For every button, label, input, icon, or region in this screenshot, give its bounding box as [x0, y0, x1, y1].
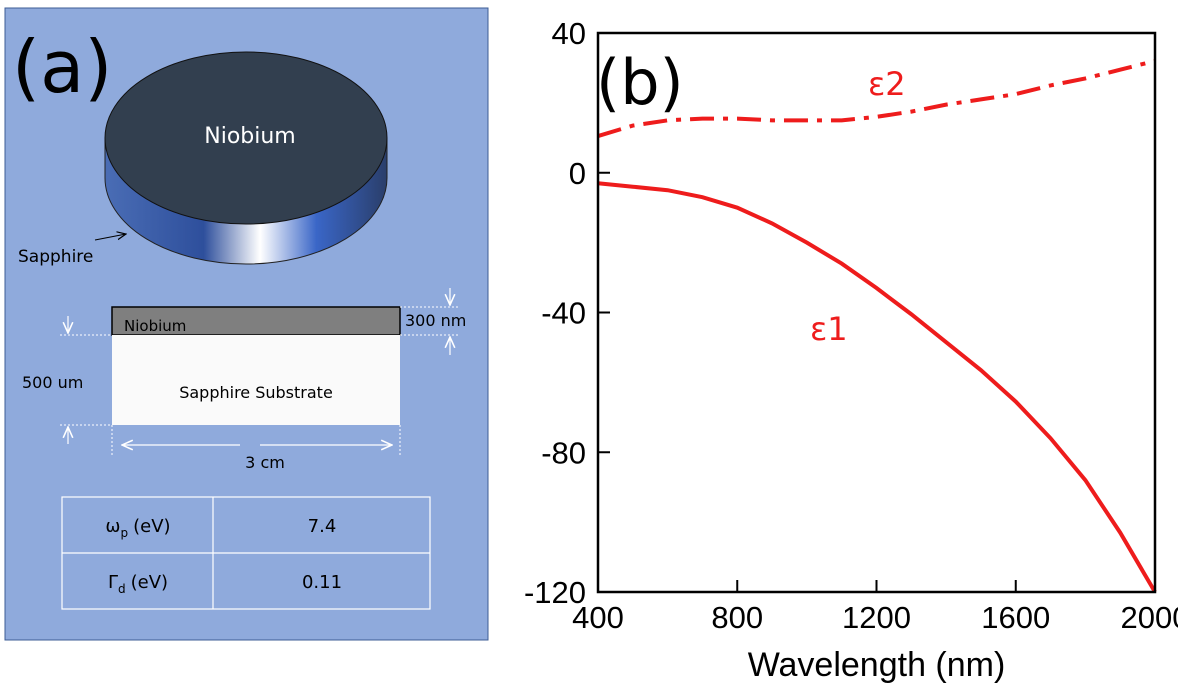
- parameter-name: Γd (eV): [108, 572, 168, 596]
- y-tick-label: 0: [569, 156, 586, 191]
- panel-label: (b): [596, 46, 684, 119]
- disk-label: Niobium: [204, 124, 295, 149]
- parameter-name: ωp (eV): [105, 516, 170, 540]
- series-line: [597, 181, 1157, 594]
- substrate-label: Sapphire Substrate: [179, 383, 333, 402]
- parameter-unit: (eV): [133, 516, 170, 537]
- x-tick-label: 1600: [981, 600, 1050, 635]
- niobium-layer: [111, 306, 401, 336]
- dimension-arrows: [68, 288, 450, 445]
- layer-thickness: 300 nm: [405, 311, 466, 330]
- x-tick-label: 400: [572, 600, 624, 635]
- panel-b: 400-40-80-120400800120016002000ε1ε2(b)Wa…: [524, 16, 1178, 684]
- dimension-lines: [60, 306, 460, 455]
- parameter-value: 7.4: [308, 516, 337, 537]
- y-tick-label: -40: [541, 296, 586, 331]
- x-tick-label: 1200: [842, 600, 911, 635]
- substrate-thickness: 500 um: [22, 373, 83, 392]
- parameter-table: [61, 496, 431, 610]
- y-tick-label: 40: [552, 16, 586, 51]
- x-axis-label: Wavelength (nm): [748, 646, 1006, 684]
- sapphire-arrow: [94, 234, 126, 241]
- parameter-subscript: p: [121, 526, 129, 540]
- series-label: ε2: [868, 65, 906, 103]
- table-cells: ωp (eV) 7.4 Γd (eV) 0.11: [105, 516, 342, 596]
- layer-label: Niobium: [124, 317, 186, 335]
- sapphire-label: Sapphire: [18, 247, 93, 267]
- parameter-subscript: d: [118, 582, 126, 596]
- disk-top: [104, 51, 388, 225]
- parameter-unit: (eV): [131, 572, 168, 593]
- substrate: [112, 335, 400, 425]
- y-tick-label: -80: [541, 435, 586, 470]
- x-tick-label: 2000: [1121, 600, 1178, 635]
- parameter-symbol: ω: [105, 516, 120, 537]
- width-label: 3 cm: [245, 453, 285, 472]
- parameter-symbol: Γ: [108, 572, 118, 593]
- plot-frame: [596, 31, 1157, 594]
- parameter-value: 0.11: [302, 572, 342, 593]
- panel-label: (a): [12, 25, 112, 109]
- series-line: [597, 59, 1156, 138]
- y-tick-label: -120: [524, 575, 586, 610]
- panel-a: (a) Niobium Sapphire Niobium Sapphire Su…: [4, 7, 489, 641]
- series-label: ε1: [810, 310, 848, 348]
- x-tick-label: 800: [711, 600, 763, 635]
